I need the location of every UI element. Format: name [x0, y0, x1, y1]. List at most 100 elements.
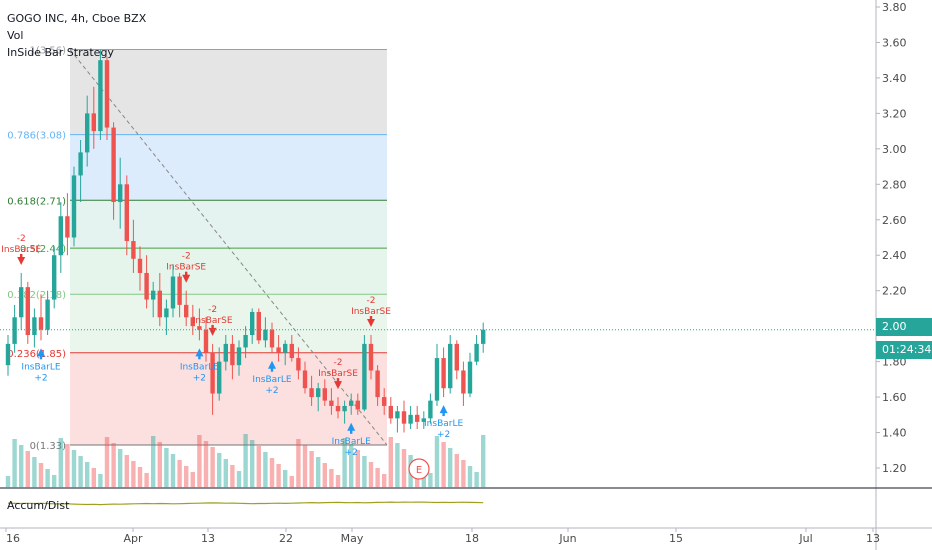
candle-body — [269, 329, 275, 348]
candle-body — [302, 370, 308, 389]
time-tick-label: Apr — [123, 532, 143, 545]
volume-bar — [335, 475, 341, 488]
candle-body — [137, 258, 143, 273]
accum-dist-legend[interactable]: Accum/Dist — [7, 499, 70, 512]
signal-label: InsBarLE — [252, 375, 291, 385]
candle-body — [124, 184, 129, 242]
candle-body — [217, 361, 222, 394]
candle-body — [322, 388, 327, 401]
candle-body — [19, 287, 24, 318]
candle-body — [210, 352, 215, 394]
candle-body — [25, 287, 30, 336]
fib-zone — [70, 49, 387, 135]
price-axis: 3.803.603.403.203.002.802.602.402.202.00… — [876, 1, 907, 475]
earnings-marker: E — [408, 458, 430, 480]
price-tick-label: 1.60 — [882, 391, 907, 404]
volume-bar — [32, 457, 37, 488]
candle-body — [256, 311, 261, 341]
candle-body — [448, 343, 453, 389]
signal-long: InsBarLE+2 — [332, 422, 371, 458]
volume-bar — [256, 446, 261, 488]
volume-bar — [104, 437, 110, 488]
strategy-legend[interactable]: InSide Bar Strategy — [7, 46, 114, 59]
candle-body — [474, 343, 479, 362]
fib-level-label: 1(3.56) — [30, 46, 67, 57]
fib-zone — [70, 352, 387, 445]
time-tick-label: Jul — [798, 532, 812, 545]
candle-body — [104, 60, 110, 128]
volume-bar — [19, 445, 24, 488]
volume-bar — [137, 467, 143, 488]
volume-bar — [131, 461, 136, 488]
price-tick-label: 2.60 — [882, 214, 907, 227]
candle-body — [98, 60, 103, 132]
volume-legend[interactable]: Vol — [7, 29, 24, 42]
candle-body — [243, 335, 248, 348]
signal-arrow — [367, 319, 375, 328]
symbol-title[interactable]: GOGO INC, 4h, Cboe BZX — [7, 12, 147, 25]
signal-long: InsBarLE+2 — [424, 405, 463, 440]
fib-level-label: 0(1.33) — [30, 441, 67, 452]
candle-body — [375, 370, 380, 398]
fib-level-label: 0.5(2.44) — [20, 244, 66, 255]
candle-body — [355, 400, 360, 410]
candle-body — [434, 358, 440, 401]
time-tick-label: 22 — [279, 532, 293, 545]
signal-qty: +2 — [265, 386, 278, 396]
signal-long: InsBarLE+2 — [21, 348, 61, 383]
candle-body — [467, 361, 473, 394]
candle-body — [441, 358, 446, 389]
signal-arrow-stem — [369, 316, 373, 321]
signal-label: InsBarLE — [332, 437, 371, 447]
candle-series — [5, 49, 486, 433]
signal-qty: +2 — [193, 373, 206, 383]
signal-arrow-stem — [350, 429, 353, 434]
signal-qty: +2 — [437, 430, 450, 440]
signal-label: InsBarLE — [180, 362, 219, 372]
signal-arrow — [334, 381, 342, 390]
volume-bar — [124, 455, 129, 488]
signal-arrow-stem — [20, 253, 23, 258]
candle-body — [197, 326, 202, 330]
volume-bar — [118, 449, 123, 488]
candle-body — [296, 358, 301, 371]
volume-bar — [349, 444, 354, 488]
time-tick-label: 15 — [669, 532, 683, 545]
volume-bar — [448, 448, 453, 488]
candle-body — [58, 216, 63, 256]
bar-countdown-tag: 01:24:34 — [876, 341, 932, 359]
signal-arrow — [268, 360, 276, 369]
candle-body — [382, 397, 387, 406]
signal-label: InsBarSE — [166, 263, 206, 273]
candle-body — [309, 388, 314, 398]
candle-body — [362, 343, 367, 410]
volume-bar — [309, 451, 314, 488]
candle-body — [131, 241, 136, 259]
fib-level-label: 0.382(2.18) — [7, 290, 66, 301]
candle-body — [71, 175, 77, 238]
signal-qty: -2 — [367, 296, 376, 306]
volume-bar — [78, 456, 83, 488]
volume-bar — [375, 468, 380, 488]
volume-bar — [71, 450, 77, 488]
candle-body — [151, 290, 156, 300]
volume-bar — [243, 434, 248, 488]
volume-bar — [263, 452, 268, 488]
candle-body — [38, 317, 44, 330]
volume-bar — [461, 460, 466, 488]
signal-label: InsBarSE — [318, 369, 358, 379]
volume-bar — [144, 473, 149, 488]
volume-bar — [98, 474, 103, 488]
fib-zone — [70, 294, 387, 353]
signal-long: InsBarLE+2 — [180, 348, 219, 383]
candle-body — [164, 308, 169, 318]
volume-bar — [65, 444, 70, 488]
price-tick-label: 3.20 — [882, 107, 907, 120]
candle-body — [190, 317, 195, 327]
candle-body — [408, 414, 413, 424]
volume-bar — [434, 436, 440, 488]
price-tick-label: 3.60 — [882, 36, 907, 49]
volume-bar — [170, 454, 176, 488]
